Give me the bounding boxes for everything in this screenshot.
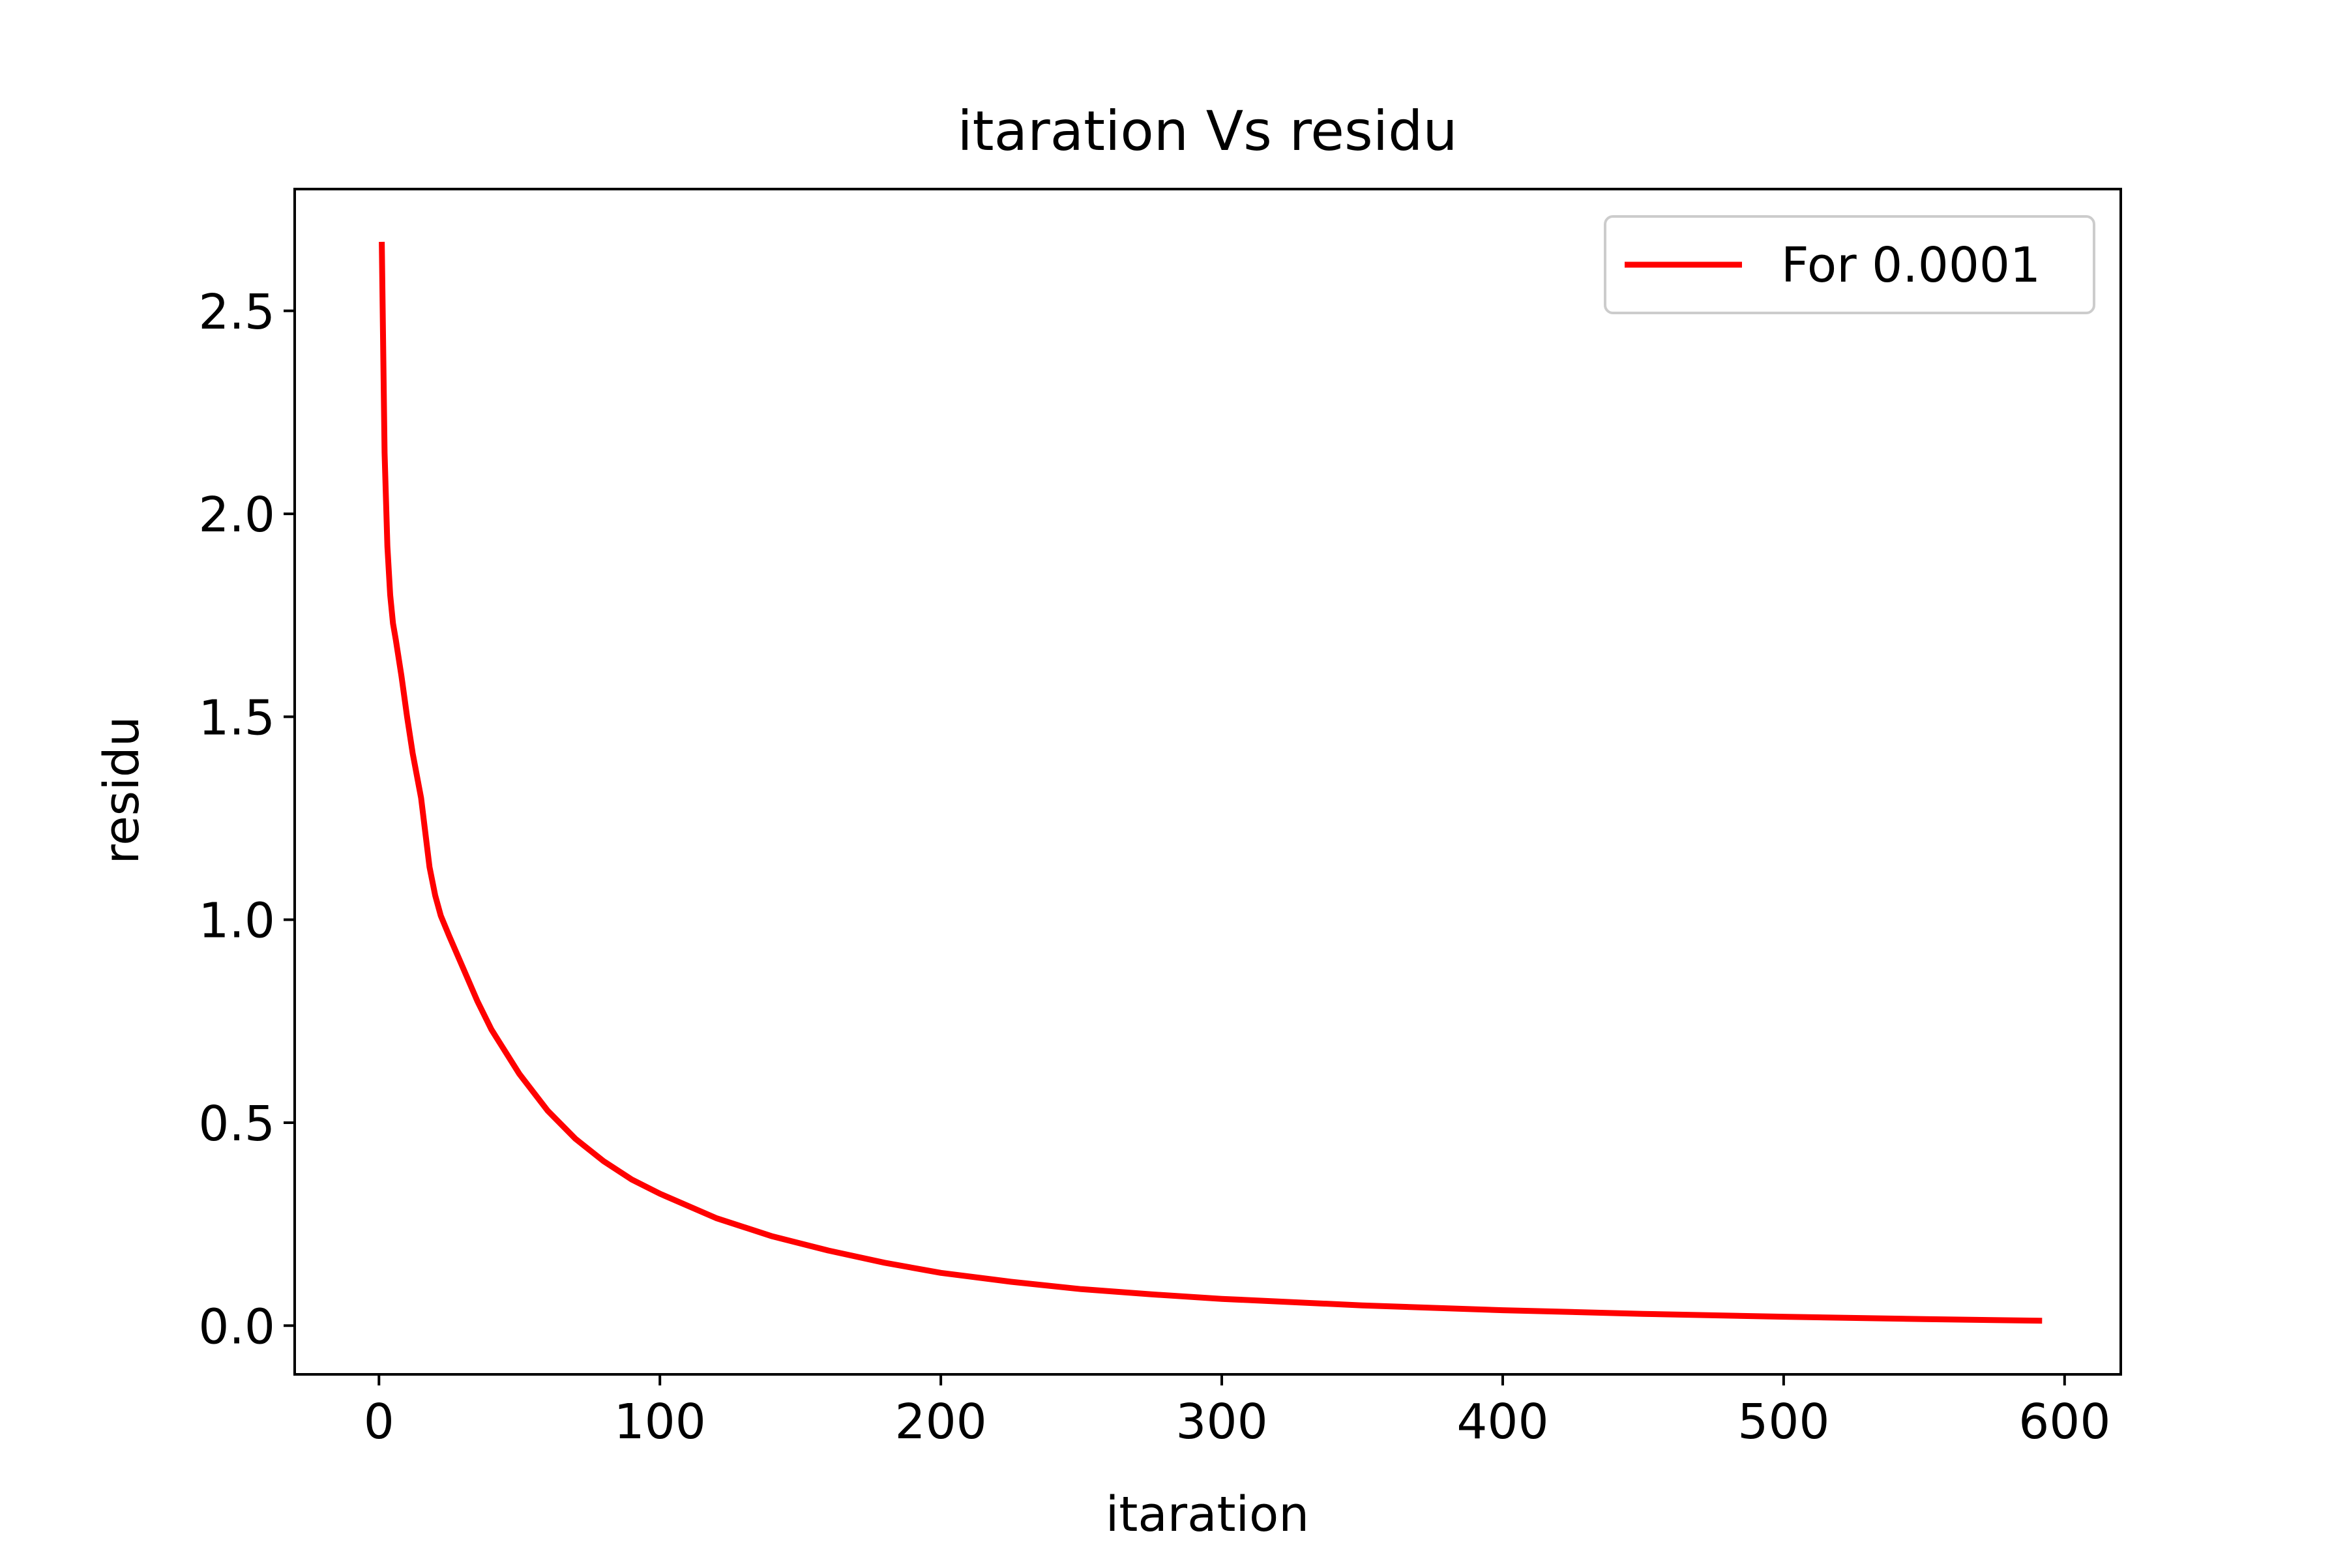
- y-tick-label: 1.5: [198, 690, 275, 746]
- x-tick-label: 100: [614, 1394, 706, 1450]
- y-tick-label: 2.0: [198, 487, 275, 543]
- legend-box: [1604, 215, 2095, 314]
- y-tick-label: 0.0: [198, 1299, 275, 1355]
- x-axis: 0 100 200 300 400 500 600: [364, 1374, 2110, 1450]
- y-tick-label: 0.5: [198, 1096, 275, 1152]
- y-tick-label: 1.0: [198, 893, 275, 949]
- x-axis-label: itaration: [1106, 1487, 1309, 1543]
- x-tick-label: 300: [1175, 1394, 1267, 1450]
- x-tick-label: 0: [364, 1394, 394, 1450]
- plot-area: [293, 188, 2122, 1376]
- x-tick-label: 200: [894, 1394, 986, 1450]
- y-axis-label: residu: [94, 716, 150, 864]
- x-tick-label: 600: [2018, 1394, 2110, 1450]
- series-line-0: [379, 241, 2043, 1324]
- y-axis: 0.0 0.5 1.0 1.5 2.0 2.5: [198, 284, 295, 1355]
- legend-label: For 0.0001: [1781, 237, 2041, 293]
- legend: For 0.0001: [1604, 215, 2095, 314]
- x-tick-label: 500: [1737, 1394, 1829, 1450]
- x-tick-label: 400: [1456, 1394, 1548, 1450]
- y-tick-label: 2.5: [198, 284, 275, 340]
- plot-frame: [293, 188, 2122, 1376]
- chart-title: itaration Vs residu: [957, 99, 1457, 163]
